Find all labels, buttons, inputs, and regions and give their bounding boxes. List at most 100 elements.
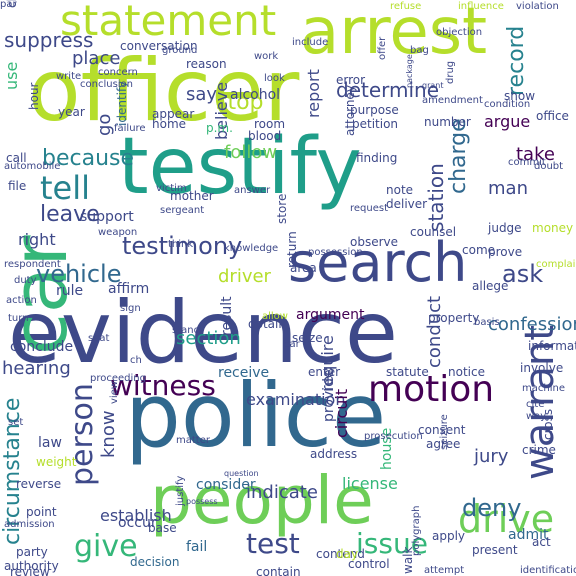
word-room: room bbox=[254, 117, 286, 131]
word-testify: testify bbox=[118, 122, 362, 212]
word-stand: stand bbox=[172, 325, 200, 336]
word-failure: failure bbox=[114, 123, 146, 134]
word-counsel: counsel bbox=[410, 225, 457, 239]
word-point: point bbox=[26, 505, 57, 519]
word-home: home bbox=[152, 117, 187, 131]
word-refuse: refuse bbox=[390, 1, 422, 12]
word-basis: basis bbox=[474, 317, 500, 328]
word-establish: establish bbox=[100, 506, 172, 525]
word-prosecution: prosecution bbox=[364, 431, 423, 442]
word-take: take bbox=[516, 144, 555, 165]
word-consider: consider bbox=[196, 477, 256, 493]
word-result: result bbox=[219, 296, 235, 336]
word-request: request bbox=[350, 203, 389, 214]
word-indicate: indicate bbox=[246, 482, 318, 503]
word-reverse: reverse bbox=[16, 477, 62, 491]
word-knowledge: knowledge bbox=[224, 243, 279, 254]
word-condition: condition bbox=[484, 99, 531, 110]
word-offer: offer bbox=[377, 36, 388, 60]
word-obtain: obtain bbox=[248, 317, 286, 331]
word-confession: confession bbox=[488, 314, 576, 335]
word-act: act bbox=[532, 535, 551, 549]
word-because: because bbox=[42, 146, 135, 171]
word-say: say bbox=[186, 84, 218, 105]
word-violation: violation bbox=[516, 1, 559, 12]
word-control: control bbox=[348, 557, 390, 571]
word-deny: deny bbox=[462, 494, 522, 522]
word-weapon: weapon bbox=[98, 227, 138, 238]
word-write: write bbox=[56, 71, 82, 82]
word-apply: apply bbox=[432, 529, 466, 543]
word-attempt: attempt bbox=[424, 565, 465, 576]
word-know: know bbox=[98, 410, 119, 458]
word-ask: ask bbox=[502, 260, 544, 288]
word-suppress: suppress bbox=[4, 28, 94, 52]
word-answer: answer bbox=[234, 185, 271, 196]
word-money: money bbox=[532, 221, 574, 235]
word-machine: machine bbox=[522, 383, 565, 394]
word-jury: jury bbox=[474, 446, 509, 467]
word-driver: driver bbox=[218, 266, 271, 287]
word-use: use bbox=[2, 61, 21, 90]
word-test: test bbox=[246, 527, 300, 560]
word-way: way bbox=[526, 411, 547, 422]
word-matter: matter bbox=[176, 435, 210, 446]
word-polygraph: polygraph bbox=[411, 505, 422, 556]
word-give: give bbox=[74, 529, 138, 564]
word-present: present bbox=[472, 543, 518, 557]
word-automobile: automobile bbox=[4, 161, 61, 172]
word-ch: ch bbox=[130, 355, 142, 366]
word-information: information bbox=[528, 339, 576, 353]
word-reason: reason bbox=[186, 57, 227, 71]
word-error: error bbox=[336, 73, 366, 87]
word-allege: allege bbox=[472, 279, 509, 293]
word-arrest: arrest bbox=[300, 0, 488, 69]
word-turn: turn bbox=[8, 313, 29, 324]
word-year: year bbox=[58, 105, 85, 119]
word-office: office bbox=[536, 109, 569, 123]
word-duty: duty bbox=[14, 275, 37, 286]
word-include: include bbox=[292, 37, 329, 48]
word-issue: issue bbox=[356, 527, 428, 560]
word-go: go bbox=[94, 113, 115, 136]
word-charge: charge bbox=[446, 118, 471, 194]
word-drive: drive bbox=[458, 497, 555, 541]
word-consent: consent bbox=[418, 423, 466, 437]
word-seat: seat bbox=[88, 333, 110, 344]
word-purpose: purpose bbox=[350, 103, 399, 117]
word-allow: allow bbox=[262, 311, 288, 322]
word-receive: receive bbox=[218, 365, 270, 381]
word-come: come bbox=[462, 243, 496, 257]
word-cite: cite bbox=[526, 399, 545, 410]
word-statement: statement bbox=[60, 0, 277, 45]
word-conclusion: conclusion bbox=[80, 79, 134, 90]
word-agree: agree bbox=[426, 437, 461, 451]
word-possession: possession bbox=[308, 247, 363, 258]
word-argue: argue bbox=[484, 112, 531, 131]
word-car: car bbox=[284, 339, 300, 350]
word-hour: hour bbox=[27, 82, 41, 111]
word-contend: contend bbox=[316, 547, 365, 561]
word-drug: drug bbox=[445, 60, 456, 84]
word-conclude: conclude bbox=[10, 339, 74, 355]
word-motion: motion bbox=[368, 369, 495, 410]
word-commit: commit bbox=[508, 157, 546, 168]
word-view: view bbox=[109, 380, 120, 404]
word-enter: enter bbox=[308, 365, 341, 379]
word-affirm: affirm bbox=[108, 281, 150, 297]
word-license: license bbox=[342, 474, 398, 493]
word-victim: victim bbox=[156, 183, 187, 194]
word-question: question bbox=[224, 469, 259, 478]
word-conversation: conversation bbox=[120, 39, 198, 53]
word-prove: prove bbox=[488, 245, 523, 259]
word-number: number bbox=[424, 115, 471, 129]
word-argument: argument bbox=[296, 307, 365, 323]
word-appear: appear bbox=[152, 107, 195, 121]
word-right: right bbox=[18, 230, 56, 249]
word-file: file bbox=[8, 179, 27, 193]
word-property: property bbox=[428, 311, 480, 325]
word-grant: grant bbox=[422, 81, 444, 90]
word-admit: admit bbox=[508, 527, 549, 543]
word-weight: weight bbox=[36, 455, 77, 469]
word-par: par bbox=[0, 0, 17, 10]
